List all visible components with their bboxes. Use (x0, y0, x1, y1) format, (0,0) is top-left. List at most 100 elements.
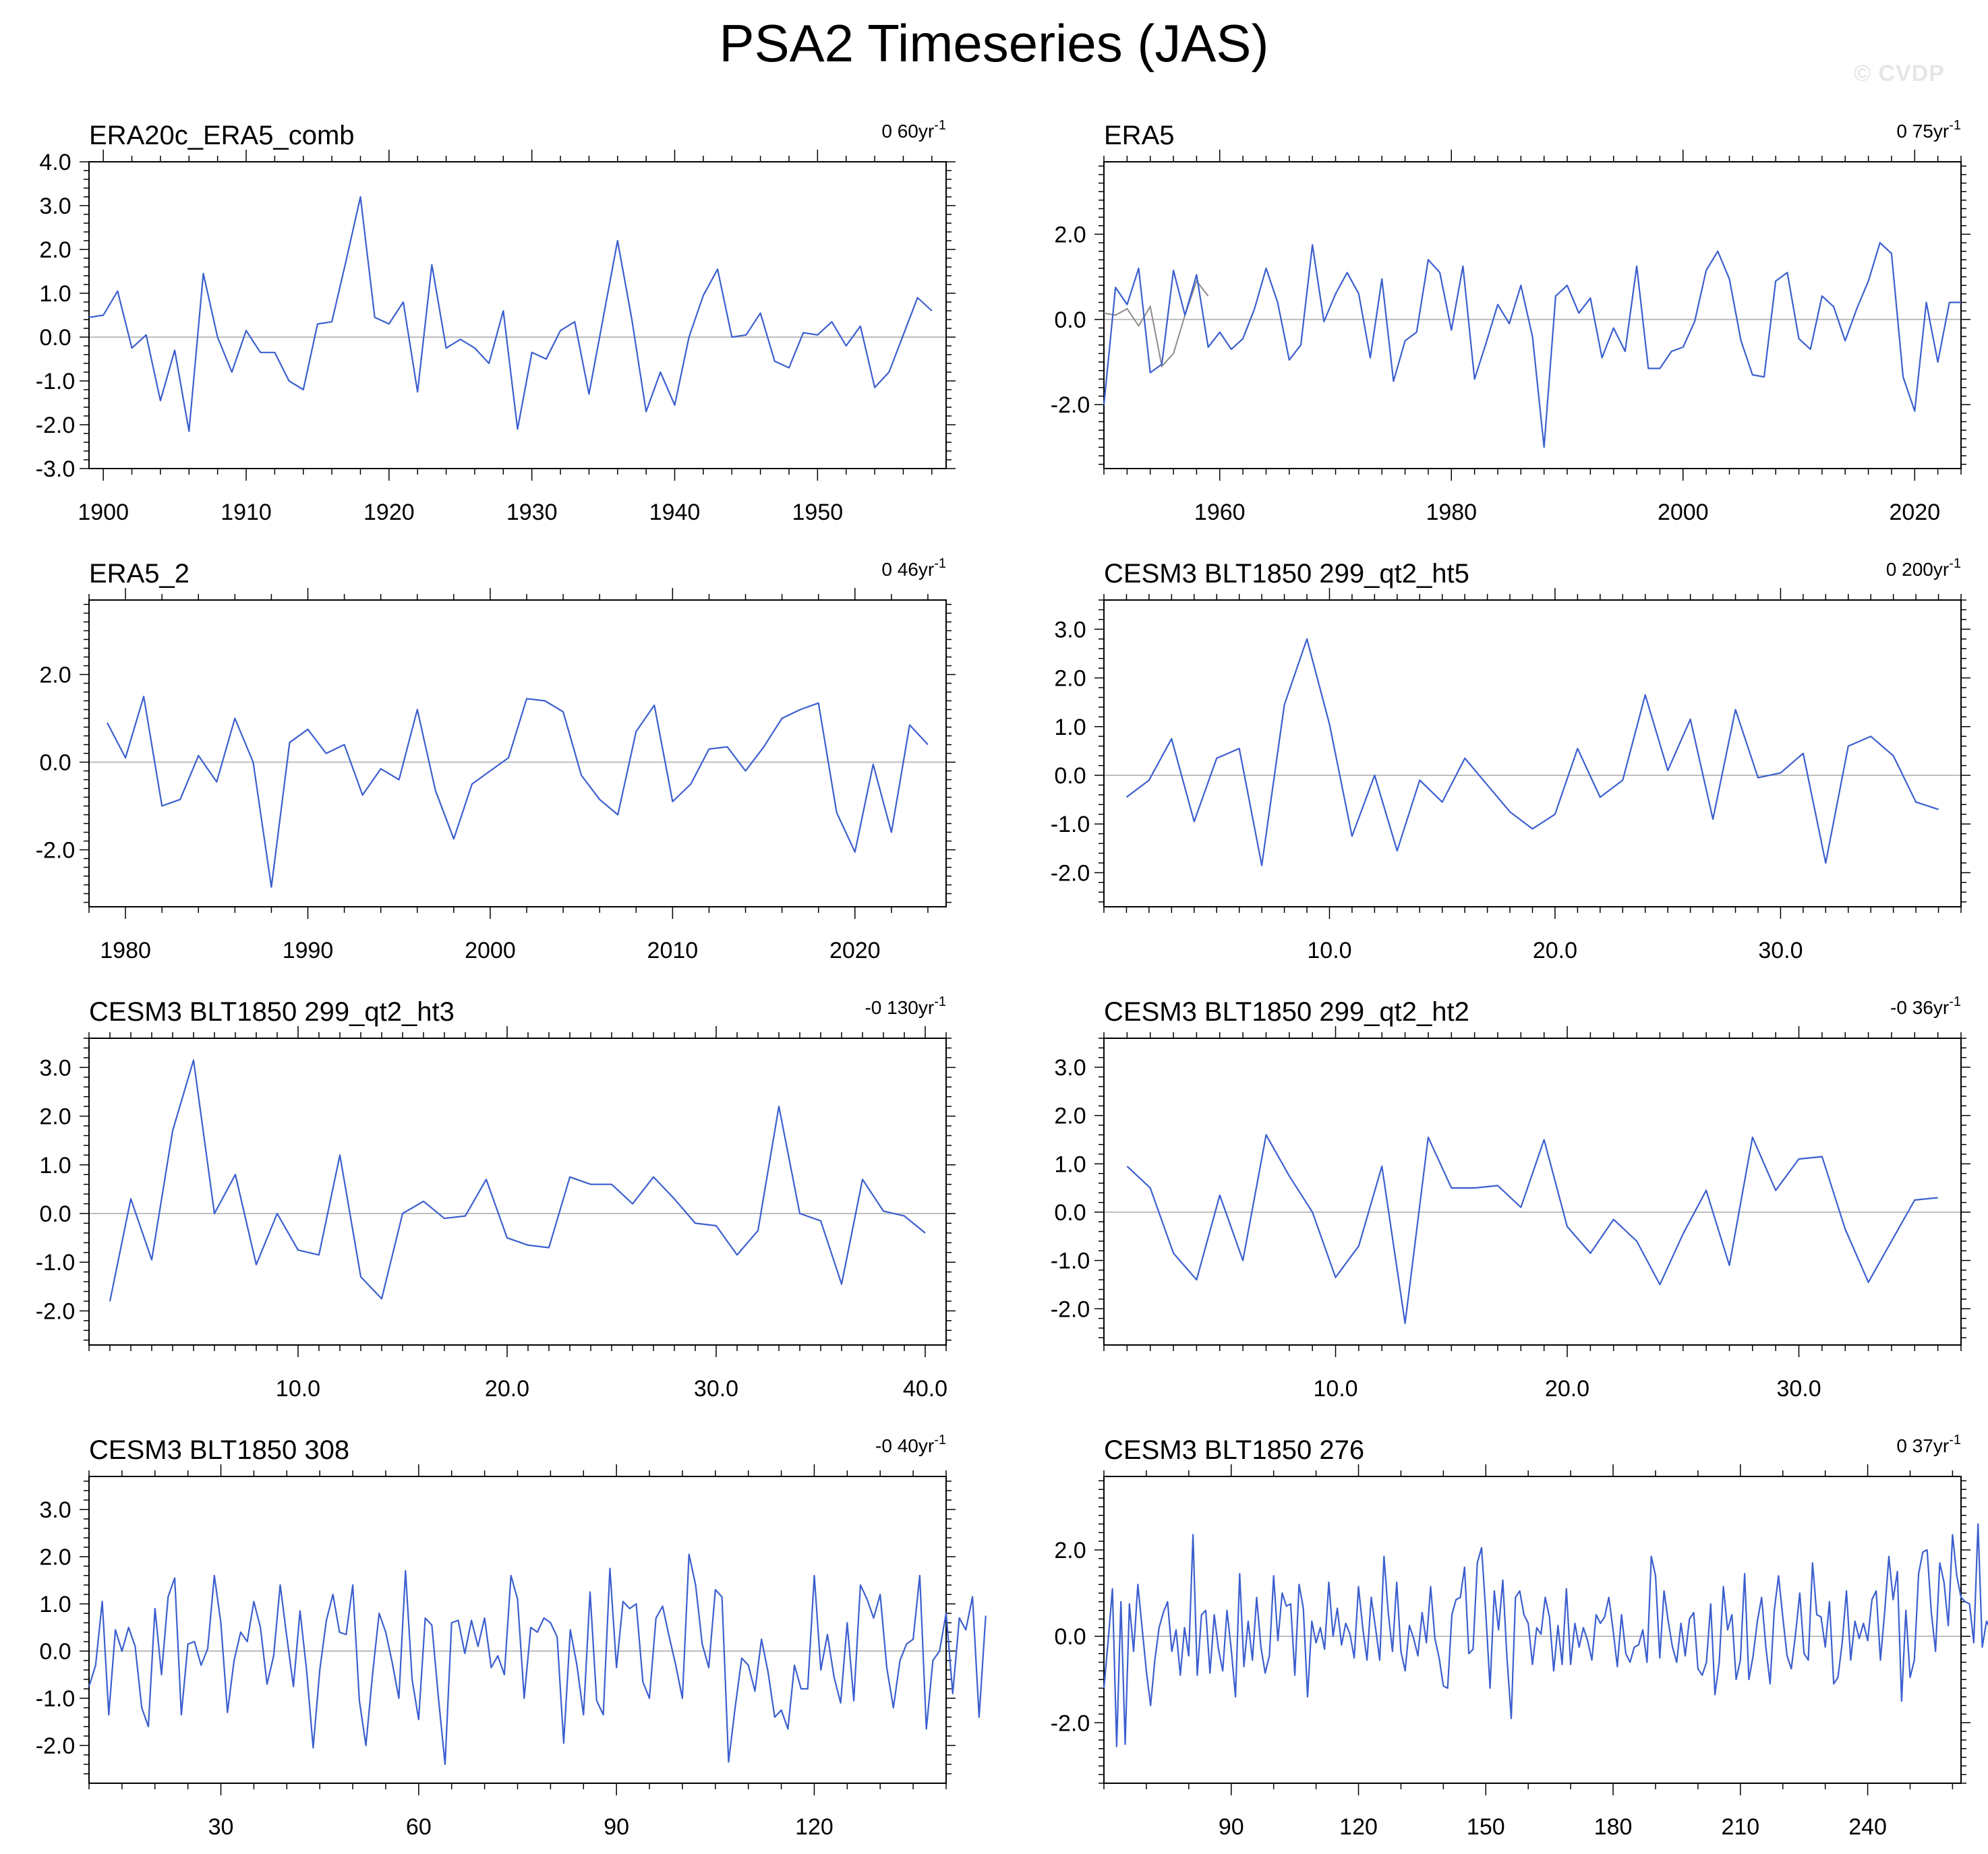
y-tick-label: 2.0 (1054, 1104, 1086, 1129)
y-tick-label: 2.0 (39, 663, 71, 688)
x-tick-label: 1980 (1426, 500, 1477, 525)
series-line (88, 1553, 987, 1766)
x-tick-label: 2000 (465, 938, 516, 963)
panel-title: ERA5 (1104, 121, 1175, 150)
plot-frame (1103, 1038, 1962, 1346)
series-line (1126, 1134, 1938, 1324)
x-tick-label: 2020 (829, 938, 881, 963)
y-tick-label: 3.0 (39, 1055, 71, 1081)
x-tick-label: 2010 (647, 938, 699, 963)
y-tick-label: 1.0 (39, 1153, 71, 1178)
x-tick-label: 1910 (221, 500, 272, 525)
series-line (109, 1059, 926, 1302)
x-tick-label: 10.0 (1307, 938, 1351, 963)
y-tick-label: 4.0 (39, 150, 71, 175)
plot-frame (88, 599, 947, 907)
panel-title: CESM3 BLT1850 299_qt2_ht2 (1104, 997, 1469, 1027)
trend-label: 0 75yr-1 (1896, 118, 1961, 142)
x-tick-label: 2000 (1658, 500, 1709, 525)
series-line (1103, 242, 1961, 448)
y-tick-label: 2.0 (39, 1545, 71, 1570)
overlay-series-line (1103, 279, 1209, 368)
chart-panel-4: CESM3 BLT1850 299_qt2_ht5 0 200yr-1 -2.0 -1… (1051, 556, 1970, 963)
trend-label: 0 37yr-1 (1896, 1433, 1961, 1456)
y-tick-label: 0.0 (1054, 763, 1086, 789)
y-tick-label: 0.0 (39, 750, 71, 776)
x-tick-label: 90 (1219, 1814, 1244, 1840)
x-tick-label: 1940 (649, 500, 701, 525)
trend-value: -0 40yr (875, 1435, 934, 1456)
y-tick-label: 2.0 (1054, 1538, 1086, 1563)
y-tick-label: 0.0 (39, 325, 71, 351)
trend-value: -0 130yr (865, 997, 934, 1018)
panel-title: CESM3 BLT1850 299_qt2_ht3 (89, 997, 455, 1027)
chart-panel-8: CESM3 BLT1850 276 0 37yr-1 -2.0 0.0 2.0 90 120… (1051, 1433, 1988, 1840)
trend-value: 0 37yr (1896, 1435, 1949, 1456)
trend-exponent: -1 (1949, 994, 1961, 1009)
panel-title: CESM3 BLT1850 276 (1104, 1435, 1364, 1465)
x-tick-label: 1920 (363, 500, 415, 525)
x-tick-label: 60 (406, 1814, 432, 1840)
trend-exponent: -1 (934, 556, 946, 571)
trend-value: 0 60yr (881, 121, 934, 142)
chart-panel-3: ERA5_2 0 46yr-1 -2.0 0.0 2.0 1980 1990 2000 2010… (36, 556, 956, 963)
chart-panel-7: CESM3 BLT1850 308 -0 40yr-1 -2.0 -1.0 0.0 1.0… (36, 1433, 987, 1840)
chart-panel-1: ERA20c_ERA5_comb 0 60yr-1 -3.0 -2.0 -1.0 0.0 1… (36, 118, 956, 525)
x-tick-label: 1900 (78, 500, 129, 525)
y-tick-label: 0.0 (1054, 1200, 1086, 1226)
trend-value: 0 75yr (1896, 121, 1949, 142)
panel-title: ERA5_2 (89, 559, 189, 589)
plot-frame (88, 1038, 947, 1346)
x-tick-label: 1990 (283, 938, 334, 963)
chart-panel-6: CESM3 BLT1850 299_qt2_ht2 -0 36yr-1 -2.0 -1… (1051, 994, 1970, 1402)
trend-label: 0 46yr-1 (881, 556, 946, 580)
y-tick-label: 1.0 (39, 281, 71, 307)
y-tick-label: -2.0 (36, 413, 76, 438)
x-tick-label: 40.0 (903, 1376, 947, 1402)
trend-exponent: -1 (1949, 556, 1961, 571)
y-tick-label: 1.0 (39, 1592, 71, 1617)
y-tick-label: -1.0 (36, 1250, 76, 1276)
y-tick-label: 3.0 (39, 1497, 71, 1523)
trend-value: 0 200yr (1886, 559, 1949, 580)
x-tick-label: 120 (1339, 1814, 1378, 1840)
y-tick-label: 2.0 (39, 237, 71, 263)
x-tick-label: 2020 (1889, 500, 1940, 525)
y-tick-label: -2.0 (1051, 392, 1090, 418)
trend-exponent: -1 (1949, 118, 1961, 133)
x-tick-label: 1950 (792, 500, 844, 525)
x-tick-label: 150 (1467, 1814, 1505, 1840)
x-tick-label: 10.0 (1313, 1376, 1357, 1402)
x-tick-label: 30.0 (1758, 938, 1803, 963)
x-tick-label: 1960 (1194, 500, 1246, 525)
trend-label: -0 36yr-1 (1890, 994, 1961, 1018)
panel-title: CESM3 BLT1850 299_qt2_ht5 (1104, 559, 1469, 589)
x-tick-label: 20.0 (1533, 938, 1577, 963)
trend-label: -0 130yr-1 (865, 994, 946, 1018)
x-tick-label: 1980 (100, 938, 151, 963)
plot-frame (88, 161, 947, 469)
x-tick-label: 30.0 (694, 1376, 738, 1402)
page-title: PSA2 Timeseries (JAS) (719, 13, 1269, 73)
y-tick-label: -2.0 (36, 838, 76, 864)
x-tick-label: 20.0 (485, 1376, 529, 1402)
y-tick-label: -3.0 (36, 456, 76, 482)
y-tick-label: 2.0 (1054, 666, 1086, 692)
y-tick-label: 2.0 (1054, 222, 1086, 247)
trend-exponent: -1 (934, 1433, 946, 1447)
trend-exponent: -1 (934, 118, 946, 133)
y-tick-label: -2.0 (36, 1733, 76, 1759)
trend-label: 0 60yr-1 (881, 118, 946, 142)
x-tick-label: 1930 (506, 500, 558, 525)
x-tick-label: 90 (604, 1814, 629, 1840)
series-line (1103, 1523, 1988, 1747)
y-tick-label: 3.0 (1054, 617, 1086, 642)
series-line (107, 695, 929, 888)
series-line (88, 196, 933, 432)
trend-exponent: -1 (934, 994, 946, 1009)
trend-value: 0 46yr (881, 559, 934, 580)
x-tick-label: 240 (1848, 1814, 1887, 1840)
x-tick-label: 210 (1721, 1814, 1759, 1840)
y-tick-label: -1.0 (36, 1686, 76, 1712)
